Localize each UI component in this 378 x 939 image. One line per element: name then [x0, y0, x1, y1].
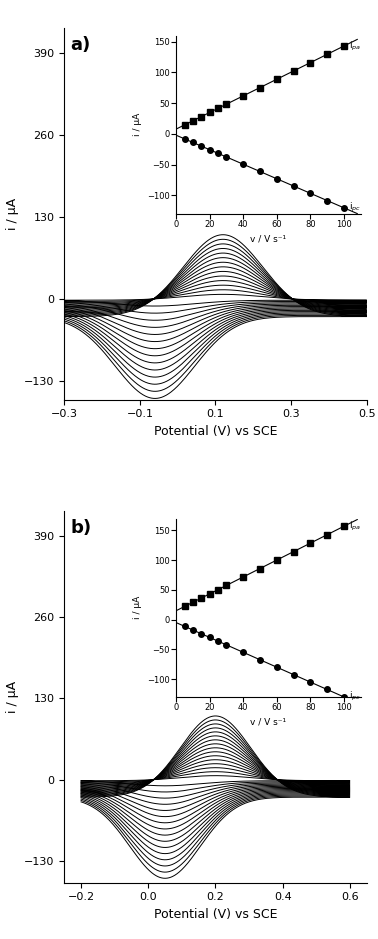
- X-axis label: Potential (V) vs SCE: Potential (V) vs SCE: [154, 908, 277, 921]
- Y-axis label: i / μA: i / μA: [6, 198, 19, 230]
- Y-axis label: i / μA: i / μA: [6, 681, 19, 713]
- Text: a): a): [70, 36, 91, 54]
- X-axis label: Potential (V) vs SCE: Potential (V) vs SCE: [154, 425, 277, 438]
- Text: b): b): [70, 518, 91, 536]
